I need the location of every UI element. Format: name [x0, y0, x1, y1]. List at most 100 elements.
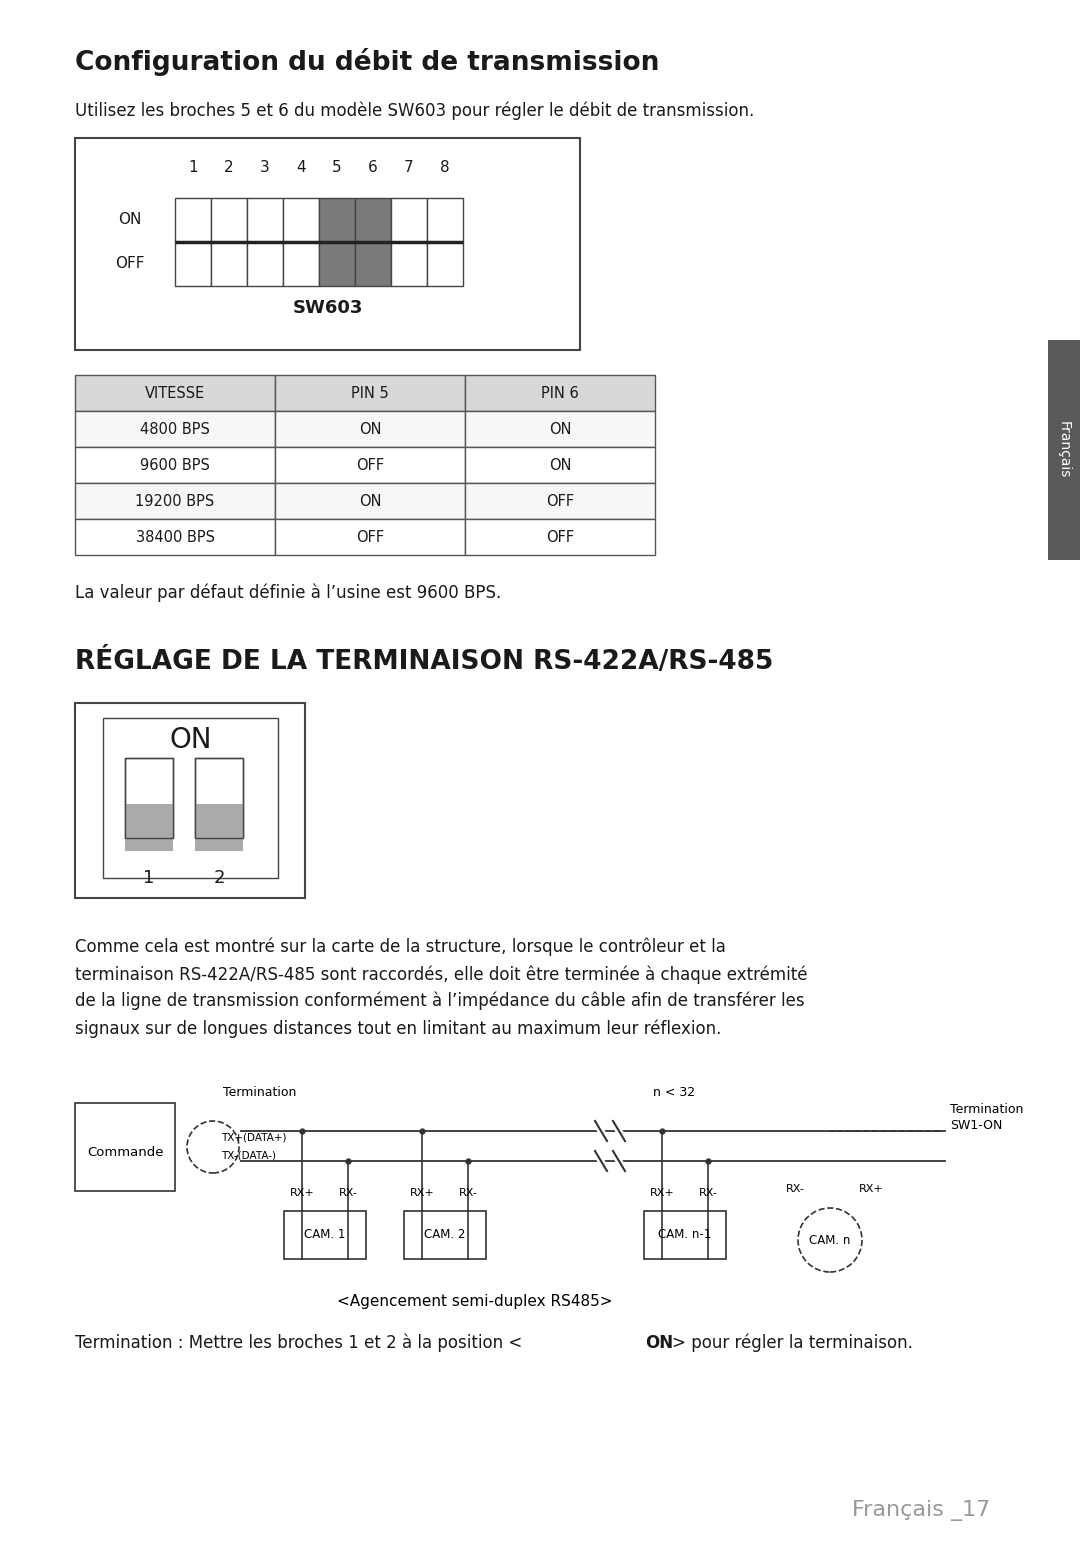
- Text: RX-: RX-: [785, 1183, 805, 1194]
- Text: 8: 8: [441, 160, 449, 176]
- Text: 9600 BPS: 9600 BPS: [140, 458, 210, 472]
- Text: PIN 6: PIN 6: [541, 386, 579, 401]
- Bar: [283, 198, 319, 242]
- Bar: [391, 242, 427, 285]
- Bar: [75, 483, 275, 518]
- Bar: [75, 375, 275, 410]
- Text: > pour régler la terminaison.: > pour régler la terminaison.: [672, 1335, 913, 1353]
- Bar: [275, 447, 465, 483]
- Text: 1: 1: [144, 869, 154, 887]
- Text: VITESSE: VITESSE: [145, 386, 205, 401]
- Text: ON: ON: [170, 727, 212, 755]
- Bar: [247, 198, 283, 242]
- Text: OFF: OFF: [545, 529, 575, 545]
- Text: CAM. 2: CAM. 2: [424, 1228, 465, 1242]
- Bar: [427, 242, 463, 285]
- Text: 3: 3: [260, 160, 270, 176]
- Bar: [283, 242, 319, 285]
- Text: CAM. n-1: CAM. n-1: [659, 1228, 712, 1242]
- Bar: [75, 1103, 175, 1191]
- Text: terminaison RS-422A/RS-485 sont raccordés, elle doit être terminée à chaque extr: terminaison RS-422A/RS-485 sont raccordé…: [75, 964, 808, 983]
- Bar: [125, 758, 173, 838]
- Text: 2: 2: [213, 869, 225, 887]
- Bar: [125, 758, 173, 838]
- Text: RX+: RX+: [650, 1188, 674, 1197]
- Text: Français _17: Français _17: [852, 1500, 990, 1521]
- Text: 19200 BPS: 19200 BPS: [135, 494, 215, 509]
- Bar: [465, 410, 654, 447]
- Text: SW1-ON: SW1-ON: [950, 1119, 1002, 1133]
- Text: 1: 1: [188, 160, 198, 176]
- Bar: [355, 242, 391, 285]
- Text: Utilisez les broches 5 et 6 du modèle SW603 pour régler le débit de transmission: Utilisez les broches 5 et 6 du modèle SW…: [75, 102, 754, 120]
- Text: La valeur par défaut définie à l’usine est 9600 BPS.: La valeur par défaut définie à l’usine e…: [75, 583, 501, 602]
- Bar: [427, 198, 463, 242]
- Bar: [175, 198, 211, 242]
- Text: OFF: OFF: [356, 529, 384, 545]
- Text: RÉGLAGE DE LA TERMINAISON RS-422A/RS-485: RÉGLAGE DE LA TERMINAISON RS-422A/RS-485: [75, 648, 773, 674]
- Bar: [404, 1211, 486, 1259]
- Bar: [211, 198, 247, 242]
- Text: SW603: SW603: [293, 299, 363, 316]
- Text: ON: ON: [549, 458, 571, 472]
- Text: 7: 7: [404, 160, 414, 176]
- Text: RX+: RX+: [409, 1188, 434, 1197]
- Text: Termination: Termination: [222, 1086, 296, 1099]
- Bar: [75, 704, 305, 898]
- Text: ON: ON: [359, 494, 381, 509]
- Text: RX+: RX+: [289, 1188, 314, 1197]
- Bar: [275, 410, 465, 447]
- Text: RX-: RX-: [699, 1188, 717, 1197]
- Bar: [1048, 339, 1080, 560]
- Bar: [195, 804, 243, 850]
- Bar: [284, 1211, 366, 1259]
- Text: Commande: Commande: [86, 1145, 163, 1159]
- Bar: [465, 375, 654, 410]
- Bar: [465, 447, 654, 483]
- Bar: [103, 717, 278, 878]
- Bar: [275, 375, 465, 410]
- Bar: [125, 804, 173, 850]
- Text: Termination : Mettre les broches 1 et 2 à la position <: Termination : Mettre les broches 1 et 2 …: [75, 1335, 523, 1353]
- Text: <Agencement semi-duplex RS485>: <Agencement semi-duplex RS485>: [337, 1295, 612, 1308]
- Text: RX+: RX+: [859, 1183, 883, 1194]
- Text: RX-: RX-: [459, 1188, 477, 1197]
- Bar: [195, 758, 243, 838]
- Text: Configuration du débit de transmission: Configuration du débit de transmission: [75, 48, 660, 76]
- Bar: [75, 518, 275, 555]
- Bar: [75, 137, 580, 350]
- Text: 5: 5: [333, 160, 341, 176]
- Text: ON: ON: [119, 213, 141, 227]
- Text: ON: ON: [549, 421, 571, 437]
- Bar: [465, 518, 654, 555]
- Bar: [247, 242, 283, 285]
- Bar: [275, 483, 465, 518]
- Text: 4: 4: [296, 160, 306, 176]
- Text: Termination: Termination: [950, 1103, 1024, 1116]
- Text: 4800 BPS: 4800 BPS: [140, 421, 210, 437]
- Text: TX-(DATA-): TX-(DATA-): [221, 1150, 276, 1160]
- Text: 38400 BPS: 38400 BPS: [135, 529, 215, 545]
- Bar: [75, 410, 275, 447]
- Text: CAM. 1: CAM. 1: [305, 1228, 346, 1242]
- Text: n < 32: n < 32: [653, 1086, 696, 1099]
- Bar: [75, 447, 275, 483]
- Bar: [175, 242, 211, 285]
- Bar: [275, 518, 465, 555]
- Bar: [319, 198, 355, 242]
- Text: OFF: OFF: [545, 494, 575, 509]
- Bar: [195, 758, 243, 838]
- Text: CAM. n: CAM. n: [809, 1233, 851, 1247]
- Text: Français: Français: [1057, 421, 1071, 478]
- Bar: [465, 483, 654, 518]
- Text: Comme cela est montré sur la carte de la structure, lorsque le contrôleur et la: Comme cela est montré sur la carte de la…: [75, 938, 726, 957]
- Text: OFF: OFF: [116, 256, 145, 272]
- Bar: [391, 198, 427, 242]
- Bar: [355, 198, 391, 242]
- Text: signaux sur de longues distances tout en limitant au maximum leur réflexion.: signaux sur de longues distances tout en…: [75, 1018, 721, 1037]
- Text: PIN 5: PIN 5: [351, 386, 389, 401]
- Bar: [644, 1211, 726, 1259]
- Text: TX+(DATA+): TX+(DATA+): [221, 1133, 286, 1142]
- Text: OFF: OFF: [356, 458, 384, 472]
- Text: 6: 6: [368, 160, 378, 176]
